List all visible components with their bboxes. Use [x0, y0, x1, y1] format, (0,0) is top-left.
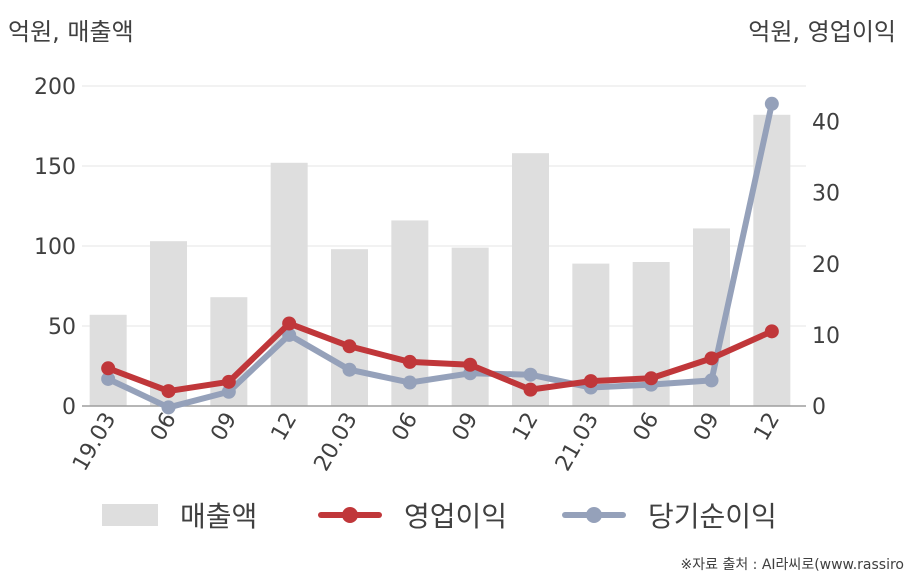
revenue-bar — [331, 249, 368, 406]
y-right-tick-label: 40 — [812, 111, 840, 136]
operating-profit-point — [161, 384, 176, 399]
net-income-point — [221, 384, 236, 399]
y-left-tick-label: 150 — [34, 155, 76, 180]
net-income-point — [342, 362, 357, 377]
legend-item-revenue: 매출액 — [102, 490, 257, 540]
operating-profit-line — [105, 320, 775, 395]
y-left-tick-label: 50 — [48, 315, 76, 340]
revenue-bar — [512, 153, 549, 406]
left-axis-unit: 억원, 매출액 — [8, 18, 134, 46]
y-right-tick-label: 10 — [812, 324, 840, 349]
y-left-tick-label: 100 — [34, 235, 76, 260]
operating-profit-point — [704, 351, 719, 366]
revenue-bar — [89, 314, 127, 406]
operating-profit-point — [523, 382, 538, 397]
legend-swatch-net-income — [562, 504, 626, 526]
x-tick-label: 06 — [146, 409, 182, 446]
legend-item-operating-profit: 영업이익 — [318, 490, 507, 540]
y-left-tick-label: 200 — [34, 75, 76, 100]
operating-profit-point — [282, 316, 297, 331]
operating-profit-point — [583, 374, 598, 389]
x-tick-label: 12 — [749, 409, 785, 446]
operating-profit-point — [342, 339, 357, 354]
net-income-point — [523, 367, 538, 382]
legend-label-net-income: 당기순이익 — [648, 500, 777, 533]
net-income-point — [704, 373, 719, 388]
chart-legend: 매출액 영업이익 당기순이익 — [0, 490, 908, 540]
y-left-tick-label: 0 — [62, 395, 76, 420]
operating-profit-point — [402, 354, 417, 369]
x-tick-label: 20.03 — [310, 409, 363, 476]
revenue-bar — [391, 220, 429, 406]
revenue-bar — [150, 241, 187, 406]
y-right-tick-label: 20 — [812, 253, 840, 278]
x-tick-label: 06 — [387, 409, 423, 446]
operating-profit-point — [764, 324, 779, 339]
net-income-point — [402, 375, 417, 390]
legend-swatch-operating-profit — [318, 504, 382, 526]
x-tick-label: 06 — [629, 409, 665, 446]
operating-profit-point — [101, 361, 116, 376]
legend-label-revenue: 매출액 — [180, 500, 258, 533]
x-tick-label: 09 — [206, 409, 242, 446]
net-income-point — [282, 327, 297, 342]
net-income-point — [764, 96, 779, 111]
x-tick-label: 12 — [508, 409, 544, 446]
revenue-bar — [270, 162, 308, 406]
legend-label-operating-profit: 영업이익 — [404, 500, 508, 533]
net-income-point — [161, 400, 176, 415]
legend-item-net-income: 당기순이익 — [562, 490, 777, 540]
right-axis-unit: 억원, 영업이익 — [748, 18, 896, 46]
operating-profit-point — [644, 371, 659, 386]
source-note: ※자료 출처 : AI라씨로(www.rassiro — [680, 557, 904, 573]
operating-profit-point — [221, 374, 236, 389]
x-tick-label: 21.03 — [551, 409, 604, 476]
x-tick-label: 12 — [267, 409, 303, 446]
revenue-bar — [451, 247, 489, 406]
x-tick-label: 09 — [689, 409, 725, 446]
y-right-tick-label: 0 — [812, 395, 826, 420]
operating-profit-point — [463, 357, 478, 372]
net-income-line — [105, 100, 775, 411]
x-tick-label: 09 — [448, 409, 484, 446]
legend-swatch-revenue — [102, 504, 158, 526]
y-right-tick-label: 30 — [812, 182, 840, 207]
x-tick-label: 19.03 — [68, 409, 121, 476]
net-income-point — [101, 371, 116, 386]
